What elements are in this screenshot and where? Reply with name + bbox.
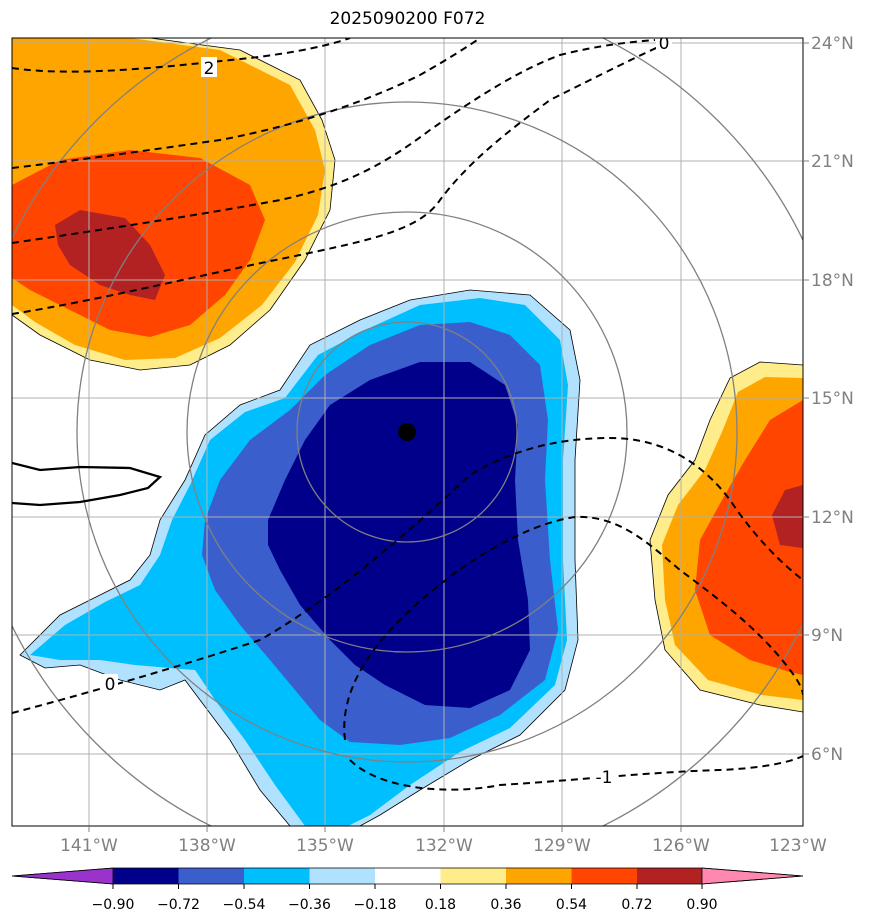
colorbar-label: −0.54	[223, 897, 266, 913]
solid-contour	[12, 461, 163, 507]
colorbar-segment	[571, 868, 637, 884]
storm-center-marker	[398, 423, 416, 441]
lat-tick-label: 24°N	[811, 34, 854, 54]
lat-tick-label: 15°N	[811, 389, 854, 409]
lon-tick-label: 141°W	[60, 836, 118, 856]
lon-tick-label: 138°W	[178, 836, 236, 856]
contour-label-left-zero: 0	[105, 675, 116, 695]
contour-label-top-two: 2	[204, 59, 215, 79]
colorbar-segment	[309, 868, 375, 884]
lon-tick-label: 126°W	[652, 836, 710, 856]
colorbar-segment	[375, 868, 441, 884]
colorbar-segment	[506, 868, 572, 884]
colorbar-label: −0.90	[92, 897, 135, 913]
colorbar: −0.90 −0.72 −0.54 −0.36 −0.18 0.18 0.36 …	[11, 867, 804, 913]
lon-tick-label: 129°W	[533, 836, 591, 856]
lat-tick-label: 18°N	[811, 271, 854, 291]
latitude-labels: 24°N 21°N 18°N 15°N 12°N 9°N 6°N	[811, 34, 854, 765]
positive-anomaly-east	[649, 361, 803, 713]
contour-labels: 0 2 0 -1	[102, 34, 672, 788]
colorbar-extend-high	[701, 867, 804, 885]
colorbar-segment	[178, 868, 244, 884]
colorbar-label: 0.90	[686, 897, 717, 913]
lon-tick-label: 123°W	[769, 836, 827, 856]
colorbar-label: −0.36	[288, 897, 331, 913]
lon-tick-label: 132°W	[415, 836, 473, 856]
tick-marks	[88, 42, 809, 832]
colorbar-label: 0.72	[621, 897, 652, 913]
range-rings	[12, 38, 803, 826]
colorbar-label: −0.18	[354, 897, 397, 913]
colorbar-label: 0.36	[490, 897, 521, 913]
lat-tick-label: 9°N	[811, 626, 843, 646]
map-title: 2025090200 F072	[329, 9, 486, 29]
contour-label-top-zero: 0	[659, 34, 670, 54]
colorbar-segment	[637, 868, 703, 884]
lon-tick-label: 135°W	[296, 836, 354, 856]
colorbar-segment	[244, 868, 310, 884]
map-plot-area: 0 2 0 -1	[12, 34, 803, 826]
lat-tick-label: 6°N	[811, 745, 843, 765]
colorbar-segment	[440, 868, 506, 884]
colorbar-label: 0.54	[556, 897, 587, 913]
longitude-labels: 141°W 138°W 135°W 132°W 129°W 126°W 123°…	[60, 836, 827, 856]
colorbar-segment	[113, 868, 179, 884]
colorbar-label: 0.18	[425, 897, 456, 913]
dashed-contours	[12, 38, 803, 791]
map-frame	[11, 37, 804, 827]
negative-anomaly-center	[19, 289, 581, 826]
lat-tick-label: 21°N	[811, 152, 854, 172]
contour-label-bottom-minus-one: -1	[596, 768, 613, 788]
colorbar-label: −0.72	[157, 897, 200, 913]
lat-tick-label: 12°N	[811, 508, 854, 528]
colorbar-extend-low	[11, 867, 114, 885]
